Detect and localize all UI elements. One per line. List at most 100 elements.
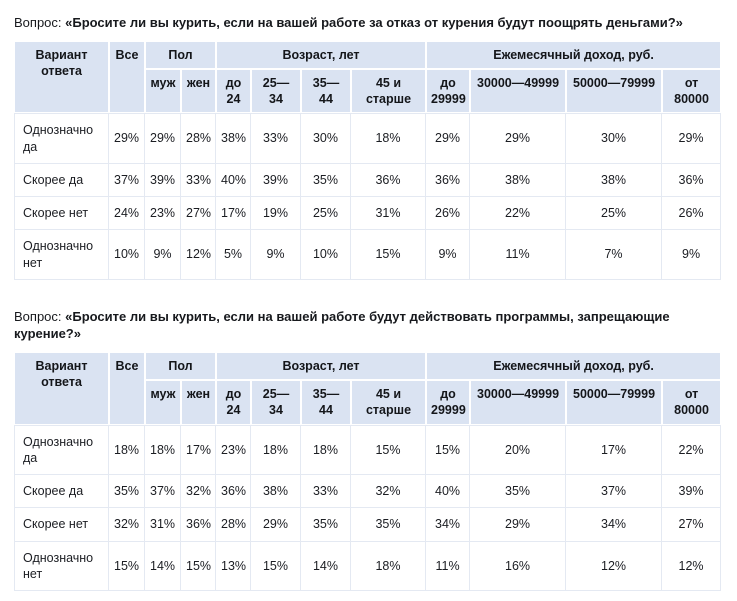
percent-cell: 23% (145, 197, 181, 231)
answer-option-label: Однозначно нет (14, 230, 109, 280)
table-row: Однозначно нет 15% 14% 15% 13% 15% 14% 1… (14, 541, 722, 592)
percent-cell: 35% (351, 508, 427, 542)
percent-cell: 18% (301, 424, 351, 476)
answer-option-label: Однозначно нет (14, 541, 109, 592)
percent-cell: 12% (662, 541, 722, 592)
percent-cell: 32% (351, 475, 427, 509)
header-age-under-24: до 24 (216, 68, 251, 114)
percent-cell: 35% (301, 508, 351, 542)
percent-cell: 19% (251, 197, 301, 231)
table-row: Скорее да 35% 37% 32% 36% 38% 33% 32% 40… (14, 475, 722, 509)
table-row: Скорее да 37% 39% 33% 40% 39% 35% 36% 36… (14, 163, 722, 198)
percent-cell: 29% (470, 113, 567, 164)
table-row: Скорее нет 32% 31% 36% 28% 29% 35% 35% 3… (14, 508, 722, 542)
percent-cell: 34% (426, 508, 471, 542)
header-group-gender: Пол (145, 351, 216, 381)
header-income-under-29999: до 29999 (426, 380, 471, 425)
percent-cell: 28% (216, 508, 251, 542)
percent-cell: 33% (301, 475, 351, 509)
answer-option-label: Скорее да (14, 163, 109, 198)
percent-cell: 25% (566, 197, 663, 231)
header-age-under-24: до 24 (216, 380, 251, 425)
percent-cell: 33% (251, 113, 301, 164)
answer-option-label: Однозначно да (14, 113, 109, 164)
percent-cell: 7% (566, 230, 663, 280)
percent-cell: 37% (145, 475, 181, 509)
percent-cell: 35% (470, 475, 567, 509)
percent-cell: 26% (662, 197, 722, 231)
percent-cell: 9% (251, 230, 301, 280)
percent-cell: 35% (301, 163, 351, 198)
percent-cell: 22% (662, 424, 722, 476)
percent-cell: 38% (251, 475, 301, 509)
header-sub-row: муж жен до 24 25—34 35—44 45 и старше до… (14, 380, 722, 425)
percent-cell: 9% (145, 230, 181, 280)
header-income-30000-49999: 30000—49999 (470, 68, 567, 114)
header-answer: Вариант ответа (14, 40, 109, 114)
percent-cell: 28% (181, 113, 216, 164)
header-group-row: Вариант ответа Все Пол Возраст, лет Ежем… (14, 351, 722, 425)
header-income-50000-79999: 50000—79999 (566, 68, 663, 114)
question-prefix: Вопрос: (14, 308, 62, 324)
header-sub-row: муж жен до 24 25—34 35—44 45 и старше до… (14, 68, 722, 114)
percent-cell: 9% (426, 230, 471, 280)
percent-cell: 33% (181, 163, 216, 198)
percent-cell: 13% (216, 541, 251, 592)
percent-cell: 36% (181, 508, 216, 542)
header-male: муж (145, 68, 181, 114)
percent-cell: 17% (216, 197, 251, 231)
percent-cell: 15% (109, 541, 145, 592)
percent-cell: 36% (662, 163, 722, 198)
percent-cell: 10% (301, 230, 351, 280)
percent-cell: 30% (566, 113, 663, 164)
percent-cell: 27% (662, 508, 722, 542)
question-text: «Бросите ли вы курить, если на вашей раб… (14, 308, 670, 342)
percent-cell: 20% (470, 424, 567, 476)
percent-cell: 14% (301, 541, 351, 592)
percent-cell: 24% (109, 197, 145, 231)
header-all: Все (109, 351, 145, 425)
percent-cell: 29% (470, 508, 567, 542)
table-row: Однозначно нет 10% 9% 12% 5% 9% 10% 15% … (14, 230, 722, 280)
header-group-age: Возраст, лет (216, 40, 427, 69)
percent-cell: 35% (109, 475, 145, 509)
header-all: Все (109, 40, 145, 114)
survey-table-2: Вариант ответа Все Пол Возраст, лет Ежем… (14, 351, 722, 592)
percent-cell: 38% (470, 163, 567, 198)
survey-table-1: Вариант ответа Все Пол Возраст, лет Ежем… (14, 40, 722, 280)
percent-cell: 39% (662, 475, 722, 509)
percent-cell: 39% (145, 163, 181, 198)
percent-cell: 11% (426, 541, 471, 592)
percent-cell: 29% (145, 113, 181, 164)
header-male: муж (145, 380, 181, 425)
percent-cell: 25% (301, 197, 351, 231)
percent-cell: 11% (470, 230, 567, 280)
percent-cell: 17% (566, 424, 663, 476)
header-income-80000-plus: от 80000 (662, 380, 722, 425)
percent-cell: 36% (426, 163, 471, 198)
header-female: жен (181, 380, 216, 425)
percent-cell: 37% (109, 163, 145, 198)
percent-cell: 32% (181, 475, 216, 509)
answer-option-label: Скорее нет (14, 508, 109, 542)
header-age-35-44: 35—44 (301, 68, 351, 114)
survey-section-1: Вопрос: «Бросите ли вы курить, если на в… (14, 14, 723, 280)
header-age-45-plus: 45 и старше (351, 68, 427, 114)
percent-cell: 40% (426, 475, 471, 509)
percent-cell: 31% (145, 508, 181, 542)
percent-cell: 12% (566, 541, 663, 592)
header-group-age: Возраст, лет (216, 351, 427, 381)
survey-section-2: Вопрос: «Бросите ли вы курить, если на в… (14, 308, 723, 592)
percent-cell: 36% (351, 163, 427, 198)
header-age-35-44: 35—44 (301, 380, 351, 425)
header-answer: Вариант ответа (14, 351, 109, 425)
header-income-30000-49999: 30000—49999 (470, 380, 567, 425)
answer-option-label: Скорее нет (14, 197, 109, 231)
percent-cell: 18% (351, 541, 427, 592)
percent-cell: 15% (251, 541, 301, 592)
header-age-25-34: 25—34 (251, 380, 301, 425)
header-group-row: Вариант ответа Все Пол Возраст, лет Ежем… (14, 40, 722, 114)
survey-question-2: Вопрос: «Бросите ли вы курить, если на в… (14, 308, 723, 343)
percent-cell: 37% (566, 475, 663, 509)
